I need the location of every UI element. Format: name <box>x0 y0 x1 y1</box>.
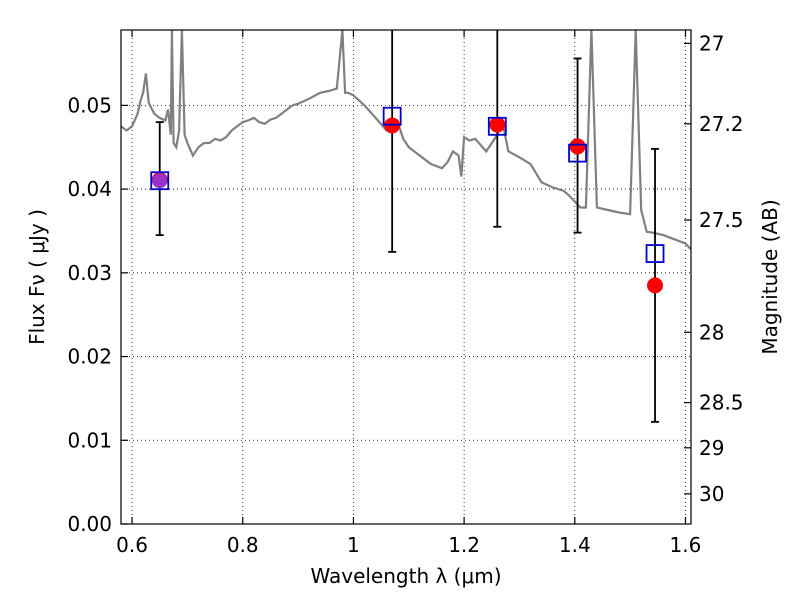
observed-flux-point <box>569 138 586 155</box>
y2-tick-label: 27.2 <box>699 112 744 136</box>
x-tick-label: 1.2 <box>448 533 480 557</box>
y2-tick-label: 27.5 <box>699 208 744 232</box>
model-spectrum-layer <box>121 30 691 251</box>
model-flux-square <box>382 106 402 126</box>
tick-marks <box>121 30 691 525</box>
observed-flux-point <box>647 277 664 294</box>
y-tick-label: 0.04 <box>67 177 112 201</box>
y-tick-labels: 0.00 0.01 0.02 0.03 0.04 0.05 <box>67 93 112 536</box>
y2-tick-label: 28 <box>699 320 724 344</box>
x-tick-label: 1 <box>347 533 360 557</box>
y-tick-label: 0.05 <box>67 93 112 117</box>
x-tick-label: 0.6 <box>116 533 148 557</box>
y2-tick-label: 30 <box>699 482 724 506</box>
x-tick-label: 1.6 <box>670 533 702 557</box>
x-tick-label: 1.4 <box>559 533 591 557</box>
y-tick-label: 0.03 <box>67 261 112 285</box>
y-axis-label: Flux Fν ( μJy ) <box>25 209 49 345</box>
y2-tick-label: 29 <box>699 436 724 460</box>
y2-axis-label: Magnitude (AB) <box>758 199 782 354</box>
plot-background <box>121 30 691 524</box>
x-tick-labels: 0.6 0.8 1 1.2 1.4 1.6 <box>116 533 701 557</box>
x-tick-label: 0.8 <box>227 533 259 557</box>
model-flux-square <box>487 116 507 136</box>
model-flux-layer <box>150 106 665 263</box>
model-flux-square <box>150 171 170 191</box>
y2-tick-labels: 27 27.2 27.5 28 28.5 29 30 <box>699 31 744 505</box>
model-flux-square <box>645 244 665 263</box>
y2-tick-label: 28.5 <box>699 391 744 415</box>
x-axis-label: Wavelength λ (μm) <box>310 564 501 588</box>
model-flux-square <box>568 143 587 163</box>
y2-tick-label: 27 <box>699 31 724 55</box>
plot-frame <box>120 29 692 525</box>
overlap-point <box>152 173 168 189</box>
model-spectrum-line <box>121 30 691 251</box>
observed-flux-point <box>489 116 506 133</box>
y-tick-label: 0.01 <box>67 428 112 452</box>
y-tick-label: 0.00 <box>67 512 112 536</box>
y-tick-label: 0.02 <box>67 345 112 369</box>
